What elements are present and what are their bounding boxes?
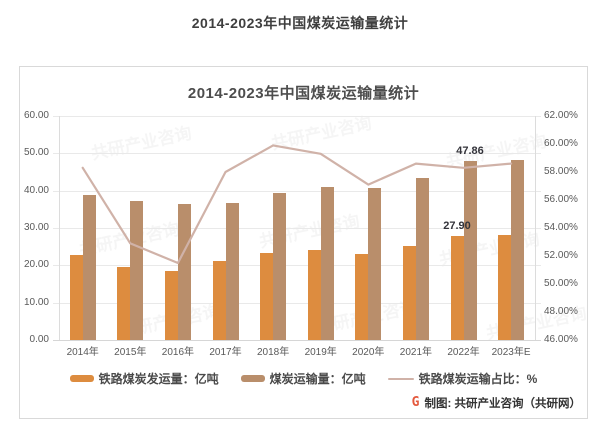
y-axis-line [59, 116, 60, 340]
bar-coal-transport [82, 194, 96, 340]
bar-rail-coal-dispatch [260, 253, 274, 340]
gridline [53, 153, 541, 155]
secondary-y-axis-tick-label: 54.00% [544, 222, 578, 233]
data-label: 47.86 [456, 145, 484, 158]
secondary-y-axis-tick-label: 62.00% [544, 110, 578, 121]
y-axis-tick-label: 50.00 [23, 147, 49, 159]
bar-rail-coal-dispatch [307, 249, 321, 340]
bar-coal-transport [130, 200, 144, 340]
x-axis-tick-label: 2015年 [114, 347, 147, 358]
credit: G 制图: 共研产业咨询（共研网） [412, 395, 581, 411]
secondary-y-axis-tick-label: 50.00% [544, 278, 578, 289]
legend-label-rail-share: 铁路煤炭运输占比：% [418, 372, 538, 386]
bar-coal-transport [177, 204, 191, 340]
bar-coal-transport [511, 159, 525, 340]
secondary-y-axis-tick-label: 56.00% [544, 194, 578, 205]
secondary-axis-line [535, 116, 536, 340]
legend-item-rail-share: 铁路煤炭运输占比：% [387, 370, 538, 387]
gridline [53, 190, 541, 192]
legend-swatch-rail-coal-dispatch [69, 375, 94, 382]
y-axis-tick-label: 20.00 [23, 259, 49, 271]
gridline [53, 265, 541, 267]
credit-text: 制图: 共研产业咨询（共研网） [424, 398, 581, 410]
y-axis-tick-label: 60.00 [23, 110, 49, 121]
bar-coal-transport [320, 186, 334, 340]
bar-coal-transport [415, 177, 429, 340]
legend-label-coal-transport: 煤炭运输量：亿吨 [269, 372, 366, 386]
legend-swatch-coal-transport [240, 375, 265, 382]
page-title: 2014-2023年中国煤炭运输量统计 [191, 15, 409, 31]
gongyan-logo-icon: G [411, 395, 420, 410]
bar-rail-coal-dispatch [69, 254, 83, 340]
x-axis-tick-label: 2016年 [161, 347, 195, 358]
x-axis-tick-label: 2020年 [352, 347, 385, 358]
legend: 铁路煤炭发运量：亿吨 煤炭运输量：亿吨 铁路煤炭运输占比：% [20, 370, 587, 387]
legend-swatch-rail-share-line [387, 377, 414, 380]
chart-title: 2014-2023年中国煤炭运输量统计 [187, 85, 420, 102]
legend-label-rail-coal-dispatch: 铁路煤炭发运量：亿吨 [98, 372, 219, 386]
gridline [53, 116, 541, 117]
rail-share-line [81, 144, 513, 265]
secondary-y-axis-tick-label: 52.00% [544, 250, 578, 261]
x-axis-tick-label: 2018年 [256, 347, 290, 358]
secondary-y-axis-tick-label: 60.00% [544, 138, 578, 149]
x-axis-tick-label: 2023年E [491, 347, 531, 358]
bar-coal-transport [368, 188, 382, 340]
secondary-y-axis-tick-label: 46.00% [544, 334, 578, 345]
bar-rail-coal-dispatch [450, 235, 464, 340]
bar-coal-transport [273, 193, 287, 340]
x-axis-tick-label: 2019年 [304, 347, 337, 358]
y-axis-tick-label: 30.00 [23, 222, 49, 233]
gridline [53, 340, 541, 341]
plot-area: 0.00 10.00 20.00 30.00 40.00 50.00 60.00 46.00%… [20, 67, 589, 420]
x-axis-tick-label: 2014年 [66, 347, 99, 358]
data-label: 27.90 [443, 219, 471, 232]
legend-item-rail-coal-dispatch: 铁路煤炭发运量：亿吨 [69, 370, 219, 387]
bar-rail-coal-dispatch [402, 245, 416, 340]
y-axis-tick-label: 10.00 [23, 296, 49, 308]
bar-rail-coal-dispatch [498, 235, 512, 340]
legend-item-coal-transport: 煤炭运输量：亿吨 [240, 370, 366, 387]
bar-rail-coal-dispatch [117, 266, 131, 340]
bar-rail-coal-dispatch [164, 270, 178, 340]
bar-coal-transport [225, 202, 239, 340]
bar-coal-transport [463, 161, 477, 340]
y-axis-tick-label: 0.00 [29, 334, 49, 345]
chart-card: 共研产业咨询共研产业咨询共研产业咨询共研产业咨询共研产业咨询共研产业咨询共研产业… [19, 66, 588, 419]
x-axis-tick-label: 2022年 [447, 347, 480, 358]
secondary-y-axis-tick-label: 48.00% [544, 306, 578, 317]
gridline [53, 302, 541, 304]
bar-rail-coal-dispatch [355, 254, 369, 340]
secondary-y-axis-tick-label: 58.00% [544, 166, 578, 177]
gridline [53, 228, 541, 229]
x-axis-tick-label: 2017年 [209, 347, 242, 358]
x-axis-tick-label: 2021年 [399, 347, 433, 358]
y-axis-tick-label: 40.00 [23, 184, 49, 196]
bar-rail-coal-dispatch [212, 260, 226, 340]
